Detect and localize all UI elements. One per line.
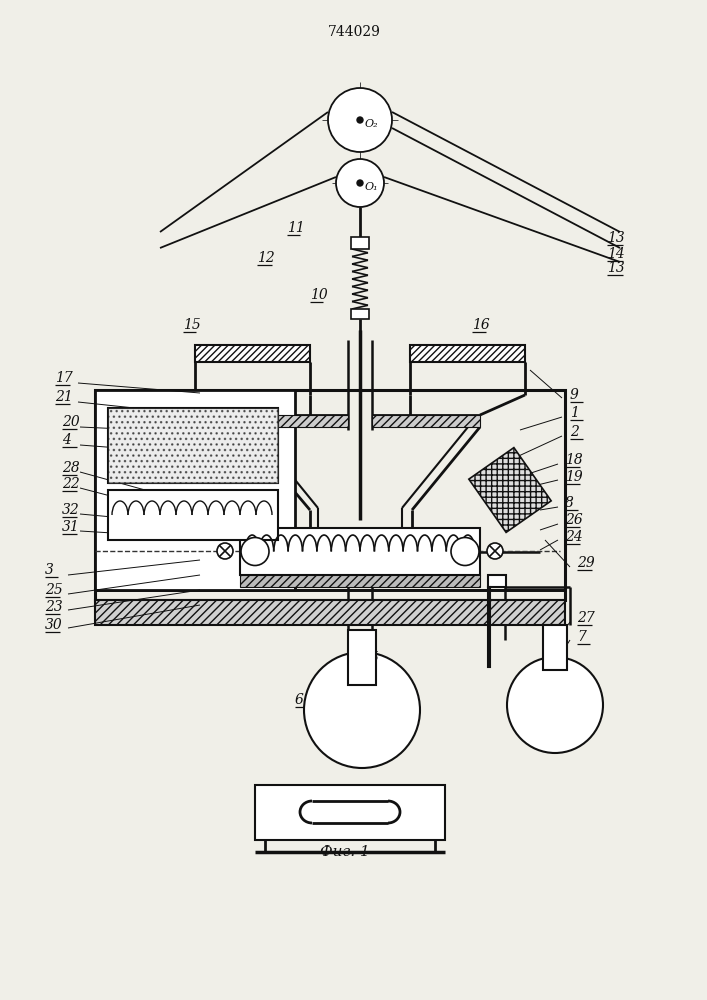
Bar — [95, 390, 295, 590]
Bar — [351, 309, 369, 319]
Bar — [108, 408, 278, 483]
Bar — [488, 575, 506, 587]
Bar — [95, 600, 565, 625]
Text: 13: 13 — [607, 231, 625, 245]
Text: 18: 18 — [565, 453, 583, 467]
Text: 4: 4 — [62, 433, 71, 447]
Text: 30: 30 — [45, 618, 63, 632]
Text: Фиг. 1: Фиг. 1 — [320, 845, 370, 859]
Bar — [108, 408, 278, 483]
Circle shape — [451, 538, 479, 566]
Circle shape — [336, 159, 384, 207]
Text: 14: 14 — [607, 247, 625, 261]
Text: 21: 21 — [55, 390, 73, 404]
Text: 15: 15 — [183, 318, 201, 332]
Text: 8: 8 — [565, 496, 574, 510]
Bar — [410, 345, 525, 362]
Text: 26: 26 — [565, 513, 583, 527]
Bar — [95, 390, 565, 600]
Text: 27: 27 — [577, 611, 595, 625]
Circle shape — [357, 117, 363, 123]
Text: 20: 20 — [62, 415, 80, 429]
Text: 16: 16 — [472, 318, 490, 332]
Text: 31: 31 — [62, 520, 80, 534]
Text: 24: 24 — [565, 530, 583, 544]
Text: 32: 32 — [62, 503, 80, 517]
Bar — [348, 630, 376, 685]
Polygon shape — [469, 448, 551, 532]
Bar — [488, 587, 490, 667]
Text: 7: 7 — [577, 630, 586, 644]
Circle shape — [304, 652, 420, 768]
Bar — [108, 490, 278, 540]
Text: 29: 29 — [577, 556, 595, 570]
Text: 744029: 744029 — [327, 25, 380, 39]
Circle shape — [507, 657, 603, 753]
Text: 1: 1 — [570, 406, 579, 420]
Circle shape — [357, 180, 363, 186]
Text: O₂: O₂ — [365, 119, 379, 129]
Text: 9: 9 — [570, 388, 579, 402]
Text: 13: 13 — [607, 261, 625, 275]
Text: 5: 5 — [370, 651, 379, 665]
Text: 28: 28 — [62, 461, 80, 475]
Text: 12: 12 — [257, 251, 275, 265]
Circle shape — [328, 88, 392, 152]
Bar — [195, 345, 310, 362]
Bar — [95, 390, 565, 590]
Bar — [240, 528, 480, 575]
Text: 3: 3 — [45, 563, 54, 577]
Bar — [95, 390, 565, 590]
Text: 25: 25 — [45, 583, 63, 597]
Bar — [240, 415, 348, 427]
Text: 2: 2 — [570, 425, 579, 439]
Text: 23: 23 — [45, 600, 63, 614]
Circle shape — [217, 543, 233, 559]
Bar — [240, 575, 480, 587]
Text: 19: 19 — [565, 470, 583, 484]
Bar — [372, 415, 480, 427]
Bar — [543, 625, 567, 670]
Circle shape — [487, 543, 503, 559]
Bar — [351, 237, 369, 249]
Text: O₁: O₁ — [365, 182, 379, 192]
Text: 6: 6 — [295, 693, 304, 707]
Text: 11: 11 — [287, 221, 305, 235]
Text: 22: 22 — [62, 477, 80, 491]
Text: 17: 17 — [55, 371, 73, 385]
Circle shape — [241, 538, 269, 566]
Text: 10: 10 — [310, 288, 328, 302]
Bar — [255, 785, 445, 840]
